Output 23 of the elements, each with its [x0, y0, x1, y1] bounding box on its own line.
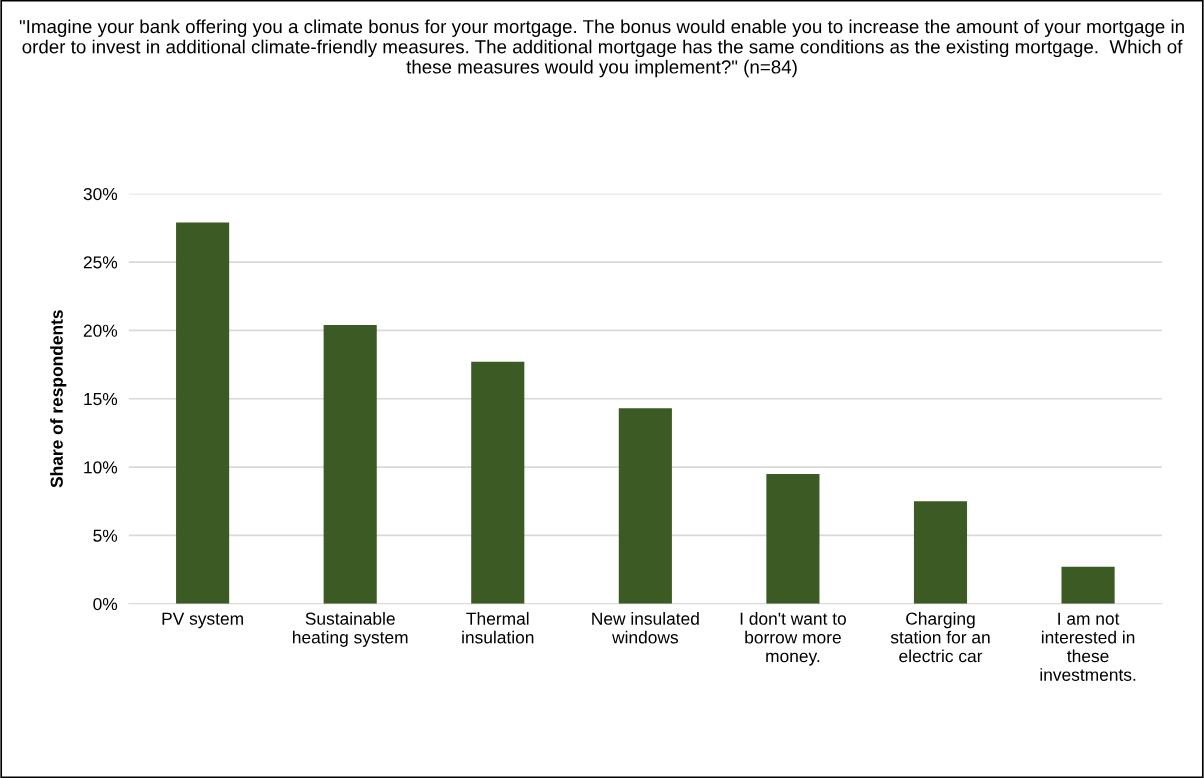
bar — [176, 222, 230, 604]
x-tick-label: New insulated windows — [592, 612, 699, 644]
y-tick-label: 20% — [83, 324, 118, 337]
x-tick-label: Thermal insulation — [462, 612, 534, 644]
bar — [913, 501, 968, 604]
bar — [766, 473, 820, 604]
bar — [618, 408, 672, 604]
y-axis-title: Share of respondents — [50, 310, 67, 488]
y-tick-label: 5% — [93, 529, 118, 542]
x-tick-label: PV system — [162, 612, 243, 629]
x-tick-label: Sustainable heating system — [293, 612, 408, 647]
x-tick-label: I am not interested in these investments. — [1040, 612, 1136, 681]
y-tick-label: 25% — [83, 256, 118, 269]
x-tick-label: Charging station for an electric car — [890, 612, 990, 663]
x-tick-label: I don't want to borrow more money. — [740, 612, 846, 666]
bar — [323, 324, 377, 604]
y-tick-label: 10% — [84, 461, 118, 474]
y-tick-label: 15% — [84, 392, 118, 406]
y-tick-label: 30% — [83, 187, 118, 201]
bar — [1061, 566, 1115, 604]
bar — [471, 361, 525, 604]
y-tick-label: 0% — [93, 597, 118, 611]
chart-title: "Imagine your bank offering you a climate bonus for your mortgage. The bonus would enable you to increase the amount of your mortgage in order to invest in additional climate-friendly measures. The additional mortgage has the same conditions as the existing mortgage. Which of these measures would you implement?" (n=84) — [19, 19, 1184, 78]
